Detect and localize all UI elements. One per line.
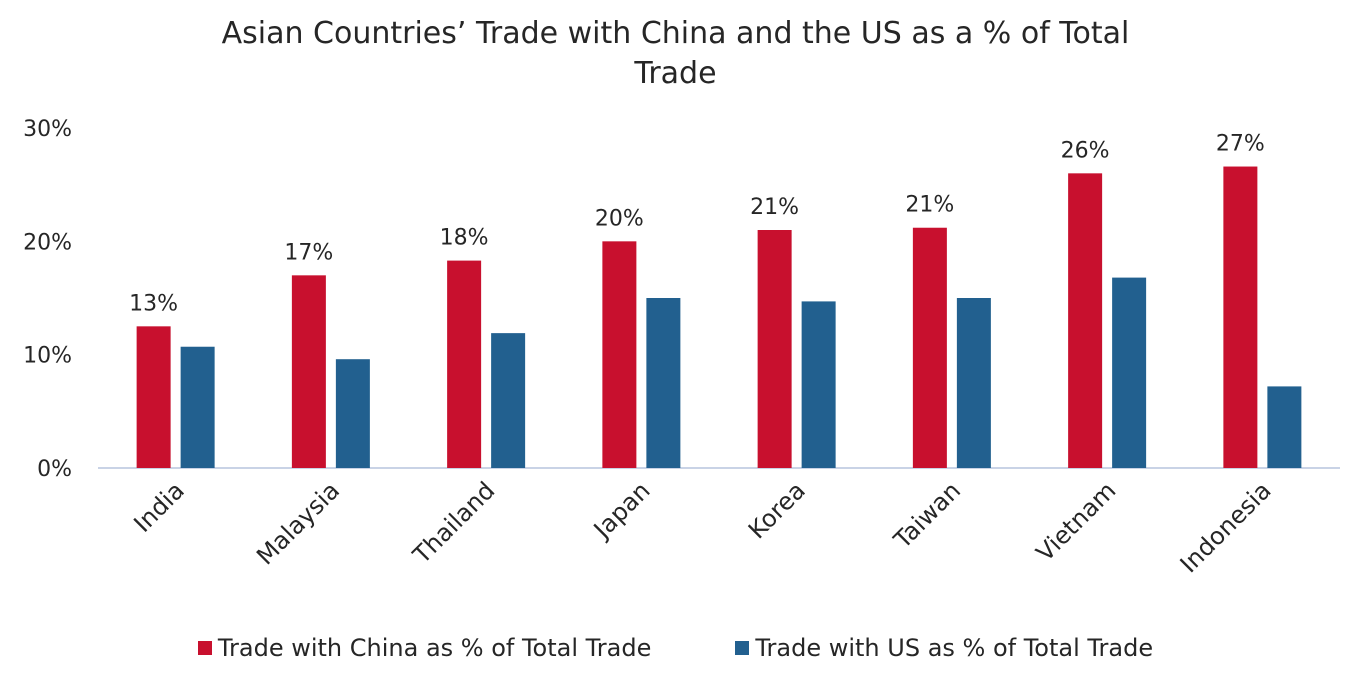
legend-swatch-us: [735, 641, 750, 655]
bar-us: [491, 333, 526, 468]
y-tick-label: 10%: [23, 344, 72, 369]
bar-us: [335, 359, 370, 468]
data-label-china: 27%: [1216, 132, 1265, 157]
x-category-label: Japan: [587, 476, 656, 545]
legend-label-china: Trade with China as % of Total Trade: [217, 634, 652, 662]
legend-item-china: Trade with China as % of Total Trade: [197, 634, 652, 662]
chart-legend: Trade with China as % of Total Trade Tra…: [0, 634, 1351, 662]
x-category-label: Korea: [743, 476, 811, 544]
x-category-label: Thailand: [407, 476, 500, 569]
y-tick-label: 30%: [23, 117, 72, 142]
data-label-china: 21%: [750, 195, 799, 220]
data-label-china: 21%: [905, 193, 954, 218]
bar-us: [956, 298, 991, 468]
bar-us: [801, 301, 836, 468]
bar-china: [912, 227, 947, 468]
chart-title-line-2: Trade: [634, 56, 717, 91]
data-label-china: 18%: [440, 226, 489, 251]
bar-china: [447, 260, 482, 468]
data-label-china: 17%: [284, 240, 333, 265]
y-tick-label: 0%: [37, 457, 72, 482]
bar-china: [1068, 173, 1103, 469]
x-category-label: India: [128, 476, 189, 537]
legend-item-us: Trade with US as % of Total Trade: [735, 634, 1153, 662]
chart-title: Asian Countries’ Trade with China and th…: [0, 14, 1351, 94]
x-category-label: Indonesia: [1175, 476, 1277, 578]
data-label-china: 26%: [1061, 138, 1110, 163]
bar-china: [1223, 166, 1258, 469]
x-category-label: Taiwan: [888, 476, 966, 554]
data-label-china: 13%: [129, 291, 178, 316]
bar-china: [602, 241, 637, 468]
bar-us: [1267, 386, 1302, 468]
y-tick-label: 20%: [23, 230, 72, 255]
bar-us: [180, 346, 215, 468]
chart-title-line-1: Asian Countries’ Trade with China and th…: [221, 16, 1130, 51]
bar-us: [1112, 277, 1147, 468]
bar-china: [291, 275, 326, 468]
x-category-label: Malaysia: [251, 476, 345, 570]
legend-swatch-china: [197, 641, 212, 655]
data-label-china: 20%: [595, 206, 644, 231]
legend-label-us: Trade with US as % of Total Trade: [755, 634, 1154, 662]
x-category-label: Vietnam: [1031, 476, 1122, 567]
bar-us: [646, 298, 681, 468]
bar-china: [136, 326, 171, 468]
bar-china: [757, 230, 792, 468]
